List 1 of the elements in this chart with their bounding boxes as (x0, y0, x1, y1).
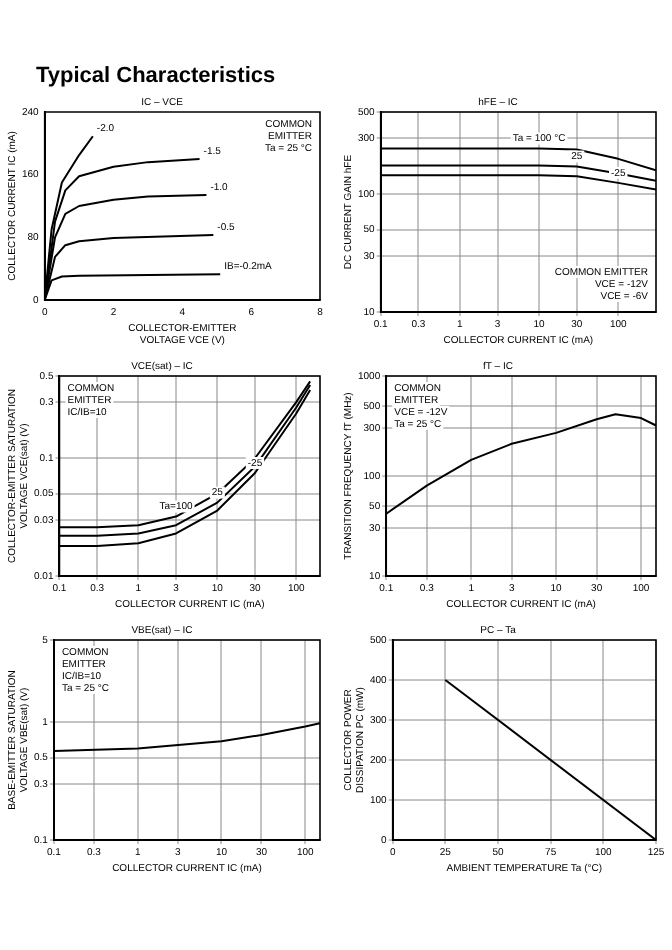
chart-title: Typical Characteristics (36, 64, 276, 88)
